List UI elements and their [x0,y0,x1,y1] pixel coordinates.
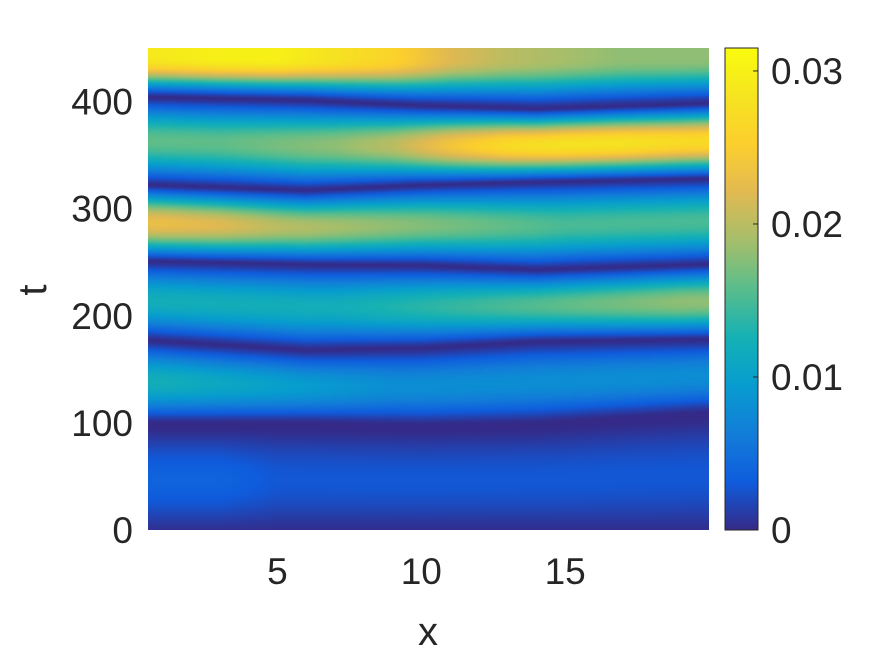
y-tick-label: 0 [112,510,133,551]
colorbar-tick-label: 0 [771,510,792,551]
x-tick-label: 10 [401,551,442,592]
x-axis-label: x [418,610,438,654]
y-tick-label: 100 [71,403,133,444]
y-axis-label: t [11,284,55,295]
x-tick-label: 5 [267,551,288,592]
colorbar-ticks: 0 0.01 0.02 0.03 [753,51,843,551]
y-tick-label: 300 [71,189,133,230]
x-axis-ticks: 5 10 15 [267,551,586,592]
heatmap-image [148,48,709,530]
plot-area [148,48,709,530]
colorbar-tick-label: 0.02 [771,204,843,245]
y-tick-label: 200 [71,296,133,337]
x-tick-label: 15 [545,551,586,592]
y-axis-ticks: 0 100 200 300 400 [71,82,133,551]
colorbar-tick-label: 0.01 [771,357,843,398]
colorbar: 0 0.01 0.02 0.03 [724,47,843,551]
y-tick-label: 400 [71,82,133,123]
colorbar-bar [724,47,759,531]
colorbar-tick-label: 0.03 [771,51,843,92]
